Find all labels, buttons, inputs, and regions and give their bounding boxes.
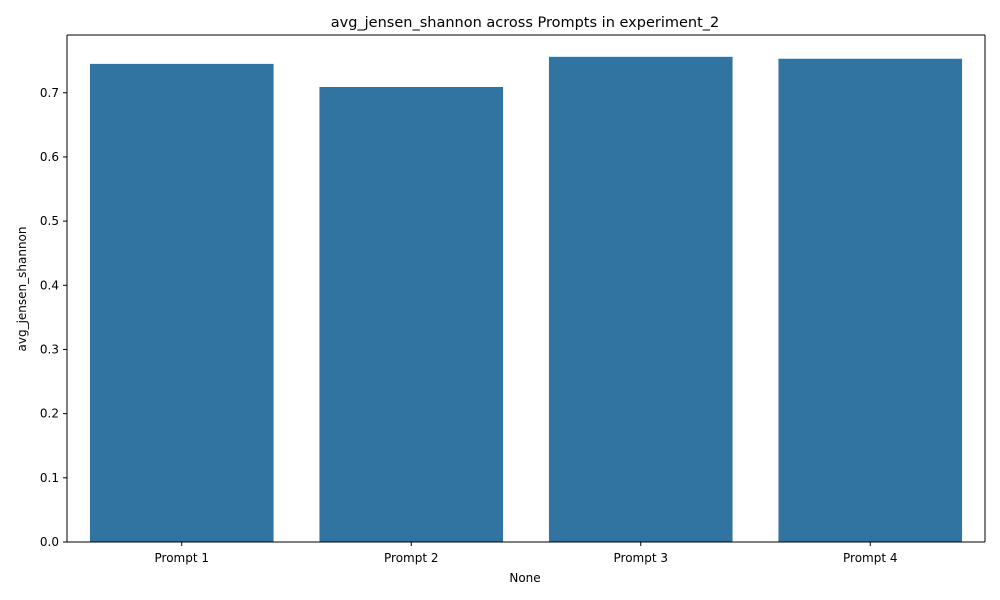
y-tick-label: 0.0: [40, 535, 59, 549]
y-tick-label: 0.6: [40, 150, 59, 164]
y-tick-label: 0.1: [40, 471, 59, 485]
bars-group: [89, 56, 963, 542]
x-tick-label: Prompt 2: [384, 551, 439, 565]
x-tick-label: Prompt 3: [614, 551, 669, 565]
y-axis-label: avg_jensen_shannon: [15, 226, 29, 351]
y-tick-label: 0.2: [40, 407, 59, 421]
bar-1: [89, 63, 274, 542]
y-tick-label: 0.7: [40, 86, 59, 100]
bar-2: [319, 86, 504, 542]
bar-3: [548, 56, 733, 542]
y-tick-label: 0.5: [40, 214, 59, 228]
bar-4: [778, 58, 963, 542]
x-tick-label: Prompt 1: [155, 551, 210, 565]
y-tick-label: 0.3: [40, 342, 59, 356]
x-ticks-group: Prompt 1 Prompt 2 Prompt 3 Prompt 4: [155, 542, 898, 565]
chart-title: avg_jensen_shannon across Prompts in exp…: [331, 15, 720, 31]
x-axis-label: None: [509, 571, 540, 585]
x-tick-label: Prompt 4: [843, 551, 898, 565]
y-tick-label: 0.4: [40, 278, 59, 292]
y-ticks-group: 0.0 0.1 0.2 0.3 0.4 0.5 0.6 0.7: [40, 86, 67, 549]
